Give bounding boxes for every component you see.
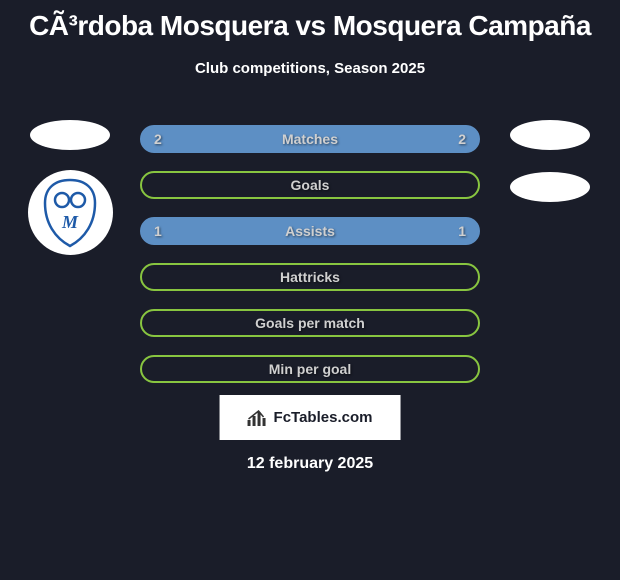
page-title: CÃ³rdoba Mosquera vs Mosquera Campaña (0, 0, 620, 42)
stat-row-matches: 2 Matches 2 (140, 125, 480, 153)
player-right-placeholder (510, 120, 590, 150)
svg-text:M: M (61, 212, 79, 232)
stat-row-goals: Goals (140, 171, 480, 199)
stat-row-min-per-goal: Min per goal (140, 355, 480, 383)
stat-value-left: 1 (154, 223, 162, 239)
footer-date: 12 february 2025 (247, 455, 373, 473)
stats-container: 2 Matches 2 Goals 1 Assists 1 Hattricks … (140, 125, 480, 401)
stat-label: Hattricks (280, 269, 340, 285)
stat-label: Min per goal (269, 361, 351, 377)
stat-value-right: 2 (458, 131, 466, 147)
stat-value-left: 2 (154, 131, 162, 147)
millonarios-crest-icon: M (40, 178, 100, 248)
club-right-placeholder (510, 172, 590, 202)
bar-chart-icon (248, 410, 268, 426)
page-subtitle: Club competitions, Season 2025 (0, 60, 620, 77)
stat-row-hattricks: Hattricks (140, 263, 480, 291)
left-player-column: M (20, 120, 120, 255)
stat-row-assists: 1 Assists 1 (140, 217, 480, 245)
branding-text: FcTables.com (274, 409, 373, 426)
club-badge-left: M (28, 170, 113, 255)
player-left-placeholder (30, 120, 110, 150)
stat-label: Goals per match (255, 315, 365, 331)
stat-value-right: 1 (458, 223, 466, 239)
stat-label: Goals (291, 177, 330, 193)
stat-row-goals-per-match: Goals per match (140, 309, 480, 337)
stat-label: Matches (282, 131, 338, 147)
branding-box: FcTables.com (220, 395, 401, 440)
stat-label: Assists (285, 223, 335, 239)
right-player-column (500, 120, 600, 202)
